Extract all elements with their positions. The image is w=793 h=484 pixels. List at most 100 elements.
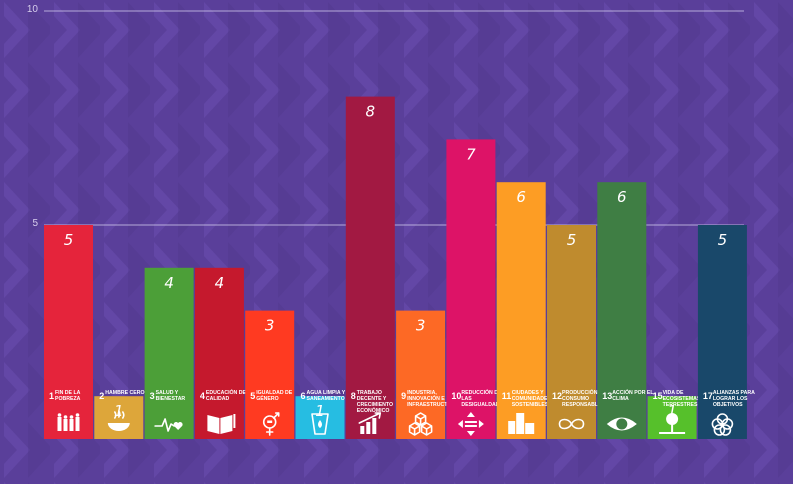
sdg-label: INDUSTRIA, INNOVACIÓN E INFRAESTRUCTURA <box>407 390 459 408</box>
equals-shape <box>267 420 273 423</box>
bar-sdg-9: 3 9 INDUSTRIA, INNOVACIÓN E INFRAESTRUCTURA <box>396 310 459 439</box>
data-label: 4 <box>215 274 225 292</box>
building-shape <box>525 423 535 434</box>
bar-sdg-4: 44 EDUCACIÓN DE CALIDAD <box>194 267 247 439</box>
family-body-shape <box>63 419 68 431</box>
y-tick-label: 10 <box>27 4 39 15</box>
bar-sdg-17: 5 17 ALIANZAS PARA LOGRAR LOS OBJETIVOS <box>697 225 755 439</box>
sdg-number: 12 <box>552 391 562 401</box>
cube-shape <box>414 412 427 426</box>
sdg-number: 15 <box>653 391 663 401</box>
sdg-number: 17 <box>703 391 713 401</box>
bar-sdg-5-shape <box>245 310 295 439</box>
equality-icon <box>457 412 484 436</box>
growth-bar <box>372 418 377 434</box>
equal-bar <box>464 421 477 423</box>
pulse-line-shape <box>154 418 175 432</box>
tree-trunk-shape <box>671 424 674 432</box>
bar-sdg-12: 5 12 PRODUCCIÓN Y CONSUMO RESPONSABLES <box>547 225 605 439</box>
gender-marks <box>265 412 280 436</box>
sdg-label: HAMBRE CERO <box>105 390 144 396</box>
family-body-shape <box>75 417 80 431</box>
infinity-shape <box>558 418 585 430</box>
heartbeat-icon <box>154 418 183 432</box>
data-label: 1 <box>667 402 677 420</box>
bar-sdg-6-shape <box>295 396 345 439</box>
sdg-label: PRODUCCIÓN Y CONSUMO RESPONSABLES <box>562 388 605 408</box>
bar-sdg-10: 7 10 REDUCCIÓN DE LAS DESIGUALDADES <box>446 139 507 439</box>
data-label: 6 <box>617 188 627 206</box>
building-shape <box>508 421 516 434</box>
sdg-label: EDUCACIÓN DE CALIDAD <box>206 388 247 402</box>
data-label: 7 <box>466 145 476 163</box>
sdg-number: 5 <box>250 391 255 401</box>
data-label: 6 <box>516 188 526 206</box>
bar-sdg-3-shape <box>144 267 194 439</box>
bar-sdg-8: 88 TRABAJO DECENTE Y CRECIMIENTO ECONÓMICO <box>345 96 395 439</box>
bar-sdg-3: 4 3 SALUD Y BIENESTAR <box>144 267 194 439</box>
data-label: 4 <box>164 274 174 292</box>
bar-sdg-6: 16 AGUA LIMPIA Y SANEAMIENTO <box>295 390 346 439</box>
growth-arrow <box>358 412 382 424</box>
drop-shape <box>318 420 322 428</box>
sdg-number: 8 <box>351 391 356 401</box>
family-head-shape <box>69 415 74 419</box>
growth-chart-icon <box>358 412 382 434</box>
globe-shape <box>616 418 628 430</box>
sdg-label: ALIANZAS PARA LOGRAR LOS OBJETIVOS <box>713 390 755 408</box>
tree-crown-shape <box>666 413 679 425</box>
book-icon <box>207 414 236 434</box>
eye-globe-icon <box>606 417 637 431</box>
sdg-label: FIN DE LA POBREZA <box>55 390 81 402</box>
bar-sdg-12-shape <box>547 225 596 439</box>
sdg-number: 10 <box>451 391 461 401</box>
family-head-shape <box>57 413 62 417</box>
bar-sdg-2: 12 HAMBRE CERO <box>94 390 145 439</box>
sdg-number: 6 <box>301 391 306 401</box>
cube-shape <box>420 422 433 436</box>
bar-sdg-13-shape <box>597 182 647 439</box>
family-head-shape <box>75 413 80 417</box>
bowl-shape <box>107 423 130 431</box>
book-left-page <box>207 415 220 434</box>
family-head-shape <box>63 415 68 419</box>
sdg-number: 4 <box>200 391 205 401</box>
data-label: 5 <box>64 231 74 249</box>
sdg-label: REDUCCIÓN DE LAS DESIGUALDADES <box>461 388 507 408</box>
gender-icon <box>262 412 280 436</box>
bar-sdg-8-shape <box>345 96 395 439</box>
growth-bar <box>360 426 365 434</box>
bar-sdg-11-shape <box>496 182 546 439</box>
buildings-icon <box>508 413 535 434</box>
bar-sdg-10-shape <box>446 139 496 439</box>
sdg-label: ACCIÓN POR EL CLIMA <box>612 388 654 402</box>
data-label: 5 <box>718 231 728 249</box>
bar-sdg-4-shape <box>194 267 244 439</box>
bar-sdg-1: 5 1 FIN DE LA POBREZA <box>44 225 93 439</box>
sdg-label: AGUA LIMPIA Y SANEAMIENTO <box>307 390 346 402</box>
sdg-number: 13 <box>602 391 612 401</box>
data-label: 1 <box>315 402 325 420</box>
bar-sdg-9-shape <box>396 310 446 439</box>
data-label: 3 <box>416 317 426 335</box>
bowl-icon <box>107 410 130 431</box>
family-body-shape <box>69 419 74 431</box>
family-body-shape <box>57 417 62 431</box>
cube-shape <box>408 422 421 436</box>
growth-bar <box>366 422 371 434</box>
y-tick-label: 5 <box>32 218 38 229</box>
book-right-page <box>220 415 233 434</box>
rings-icon <box>711 413 734 436</box>
data-label: 8 <box>366 103 376 121</box>
sdg-number: 9 <box>401 391 406 401</box>
water-glass-icon <box>311 413 329 435</box>
sdg-label: VIDA DE ECOSISTEMAS TERRESTRES <box>663 390 701 408</box>
sdg-number: 3 <box>150 391 155 401</box>
data-label: 5 <box>567 231 577 249</box>
family-icon <box>57 413 80 431</box>
bar-sdg-11: 6 11 CIUDADES Y COMUNIDADES SOSTENIBLES <box>496 182 551 439</box>
bar-sdg-15: 1 15 VIDA DE ECOSISTEMAS TERRESTRES <box>647 390 701 439</box>
steam-shape <box>114 410 125 419</box>
sdg-label: SALUD Y BIENESTAR <box>156 390 186 402</box>
